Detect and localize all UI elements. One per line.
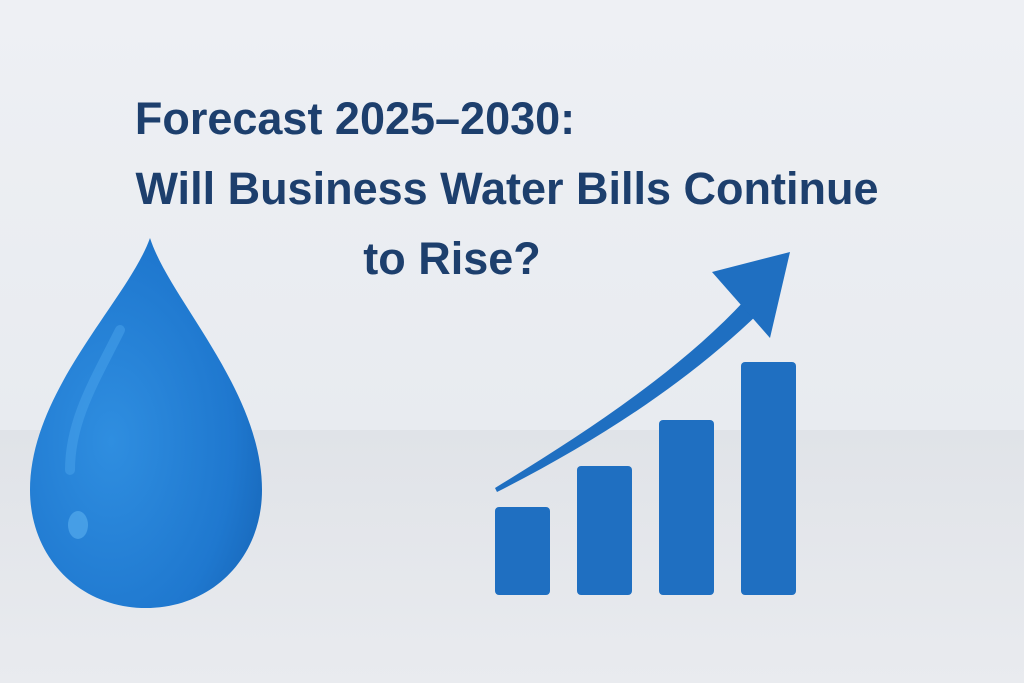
drop-shine xyxy=(68,511,88,539)
title-line: to Rise? xyxy=(363,233,541,284)
icon-bar xyxy=(495,507,550,595)
icon-bar xyxy=(741,362,796,595)
trend-arrow xyxy=(495,300,760,492)
icon-bar xyxy=(577,466,632,595)
title-line: Forecast 2025–2030: xyxy=(135,93,575,144)
drop-highlight xyxy=(65,325,125,475)
title-line: Will Business Water Bills Continue xyxy=(135,163,878,214)
bar-icon xyxy=(495,362,796,595)
water-drop xyxy=(30,238,262,608)
icon-bar xyxy=(659,420,714,595)
arrow-head xyxy=(712,252,790,338)
